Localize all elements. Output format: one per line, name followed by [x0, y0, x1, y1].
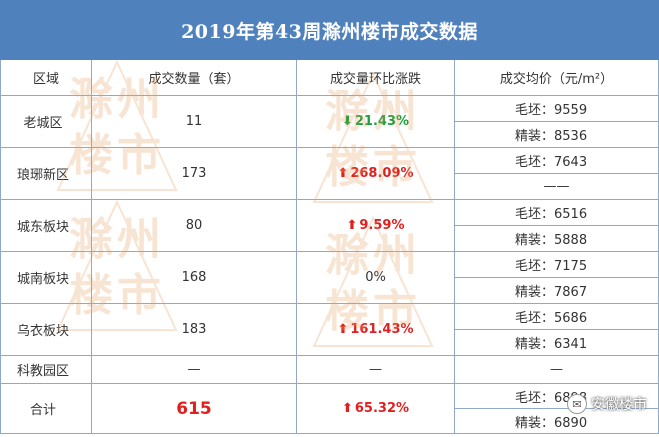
- down-arrow-icon: ⬇: [341, 114, 353, 129]
- price-cell: —: [455, 356, 659, 384]
- district-cell: 城南板块: [0, 252, 92, 304]
- total-label: 合计: [0, 384, 92, 434]
- price-finished: 精装：7867: [455, 278, 659, 304]
- change-cell: ⬆ 161.43%: [297, 304, 455, 356]
- change-cell: ⬇ 21.43%: [297, 96, 455, 148]
- brand-watermark: ✉ 安徽楼市: [567, 394, 647, 414]
- change-value: ⬆ 161.43%: [337, 322, 414, 337]
- price-finished: 精装：8536: [455, 122, 659, 148]
- units-cell: 168: [92, 252, 297, 304]
- price-rough: 毛坯：7643: [455, 148, 659, 174]
- brand-name: 安徽楼市: [591, 397, 647, 413]
- change-value: ⬆ 65.32%: [341, 401, 410, 416]
- price-finished: 精装：6890: [455, 409, 659, 434]
- price-finished: 精装：5888: [455, 226, 659, 252]
- header-district: 区域: [0, 60, 92, 96]
- price-rough: 毛坯：9559: [455, 96, 659, 122]
- units-cell: 183: [92, 304, 297, 356]
- district-cell: 乌衣板块: [0, 304, 92, 356]
- header-price: 成交均价（元/m²）: [455, 60, 659, 96]
- price-rough: 毛坯：5686: [455, 304, 659, 330]
- change-value: 0%: [365, 270, 386, 285]
- total-units: 615: [92, 384, 297, 434]
- price-rough: 毛坯：7175: [455, 252, 659, 278]
- up-arrow-icon: ⬆: [346, 218, 358, 233]
- header-units: 成交数量（套）: [92, 60, 297, 96]
- change-cell: ⬆ 9.59%: [297, 200, 455, 252]
- district-cell: 城东板块: [0, 200, 92, 252]
- change-cell: ⬆ 268.09%: [297, 148, 455, 200]
- change-value: ⬆ 268.09%: [337, 166, 414, 181]
- price-finished: 精装：6341: [455, 330, 659, 356]
- up-arrow-icon: ⬆: [337, 166, 349, 181]
- wechat-icon: ✉: [567, 394, 587, 414]
- sales-table: 区域 成交数量（套） 成交量环比涨跌 成交均价（元/m²） 老城区 11 ⬇ 21…: [0, 60, 659, 437]
- total-units-value: 615: [176, 398, 212, 419]
- change-value: ⬇ 21.43%: [341, 114, 410, 129]
- up-arrow-icon: ⬆: [337, 322, 349, 337]
- units-cell: 80: [92, 200, 297, 252]
- total-change: ⬆ 65.32%: [297, 384, 455, 434]
- price-rough: 毛坯：6516: [455, 200, 659, 226]
- page-title: 2019年第43周滁州楼市成交数据: [0, 0, 659, 60]
- change-value: ⬆ 9.59%: [346, 218, 405, 233]
- header-change: 成交量环比涨跌: [297, 60, 455, 96]
- price-finished: ——: [455, 174, 659, 200]
- district-cell: 琅琊新区: [0, 148, 92, 200]
- change-cell: —: [297, 356, 455, 384]
- up-arrow-icon: ⬆: [341, 401, 353, 416]
- units-cell: 11: [92, 96, 297, 148]
- district-cell: 科教园区: [0, 356, 92, 384]
- change-cell: 0%: [297, 252, 455, 304]
- district-cell: 老城区: [0, 96, 92, 148]
- units-cell: 173: [92, 148, 297, 200]
- units-cell: —: [92, 356, 297, 384]
